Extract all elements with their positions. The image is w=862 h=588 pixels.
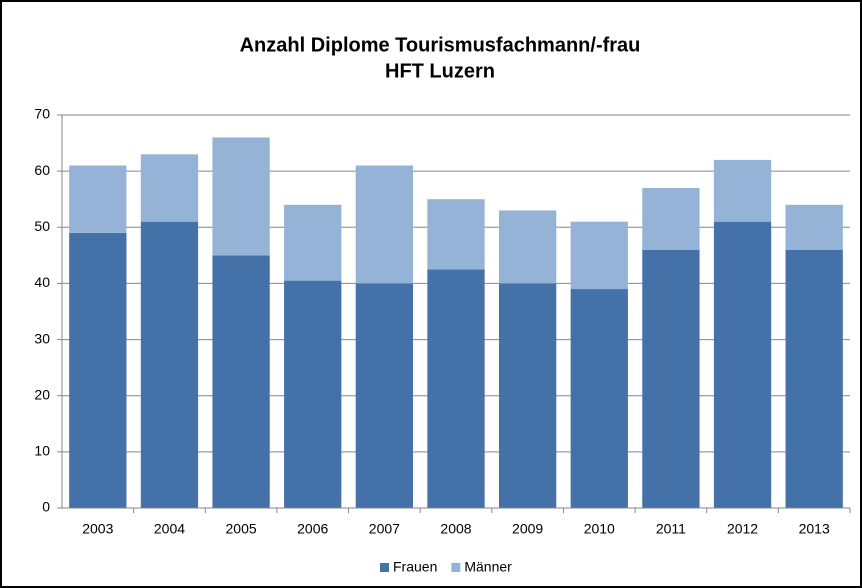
x-tick-label: 2004 (154, 521, 185, 537)
bar-segment (69, 165, 127, 233)
y-tick-label: 60 (34, 162, 50, 178)
x-tick-label: 2005 (226, 521, 257, 537)
bar-segment (140, 221, 199, 508)
bar-segment (427, 269, 485, 508)
y-tick-label: 10 (34, 443, 50, 459)
y-tick-label: 50 (34, 218, 50, 234)
bar-segment (785, 249, 843, 508)
legend-label: Frauen (393, 559, 437, 575)
x-tick-label: 2008 (440, 521, 471, 537)
bar-segment (713, 159, 772, 222)
bar-segment (212, 137, 270, 256)
bar-segment (212, 255, 270, 508)
bar-segment (355, 165, 414, 284)
x-tick-label: 2012 (727, 521, 758, 537)
bar-segment (642, 249, 700, 508)
bar-segment (642, 187, 700, 250)
x-tick-label: 2011 (656, 521, 686, 537)
chart-title: Anzahl Diplome Tourismusfachmann/-frau (240, 34, 641, 56)
legend-swatch (380, 563, 389, 572)
x-tick-label: 2007 (369, 521, 400, 537)
bar-segment (284, 204, 342, 281)
bar-segment (785, 204, 843, 250)
bar-segment (713, 221, 772, 508)
x-tick-label: 2013 (799, 521, 830, 537)
x-tick-label: 2010 (584, 521, 615, 537)
bar-segment (570, 221, 628, 290)
x-tick-label: 2006 (297, 521, 328, 537)
bar-segment (427, 199, 485, 270)
y-tick-label: 30 (34, 330, 50, 346)
chart-subtitle: HFT Luzern (385, 60, 495, 82)
legend-swatch (451, 563, 461, 572)
legend-label: Männer (464, 559, 512, 575)
bar-segment (498, 283, 557, 508)
y-tick-label: 70 (34, 106, 50, 122)
bar-segment (140, 154, 199, 222)
bar-segment (69, 232, 127, 508)
bar-segment (284, 280, 342, 508)
x-tick-label: 2009 (512, 521, 543, 537)
bar-segment (355, 283, 414, 508)
bar-segment (570, 289, 628, 508)
y-tick-label: 0 (42, 499, 50, 515)
y-tick-label: 20 (34, 386, 50, 402)
bar-segment (498, 210, 557, 284)
y-tick-label: 40 (34, 274, 50, 290)
x-tick-label: 2003 (82, 521, 113, 537)
